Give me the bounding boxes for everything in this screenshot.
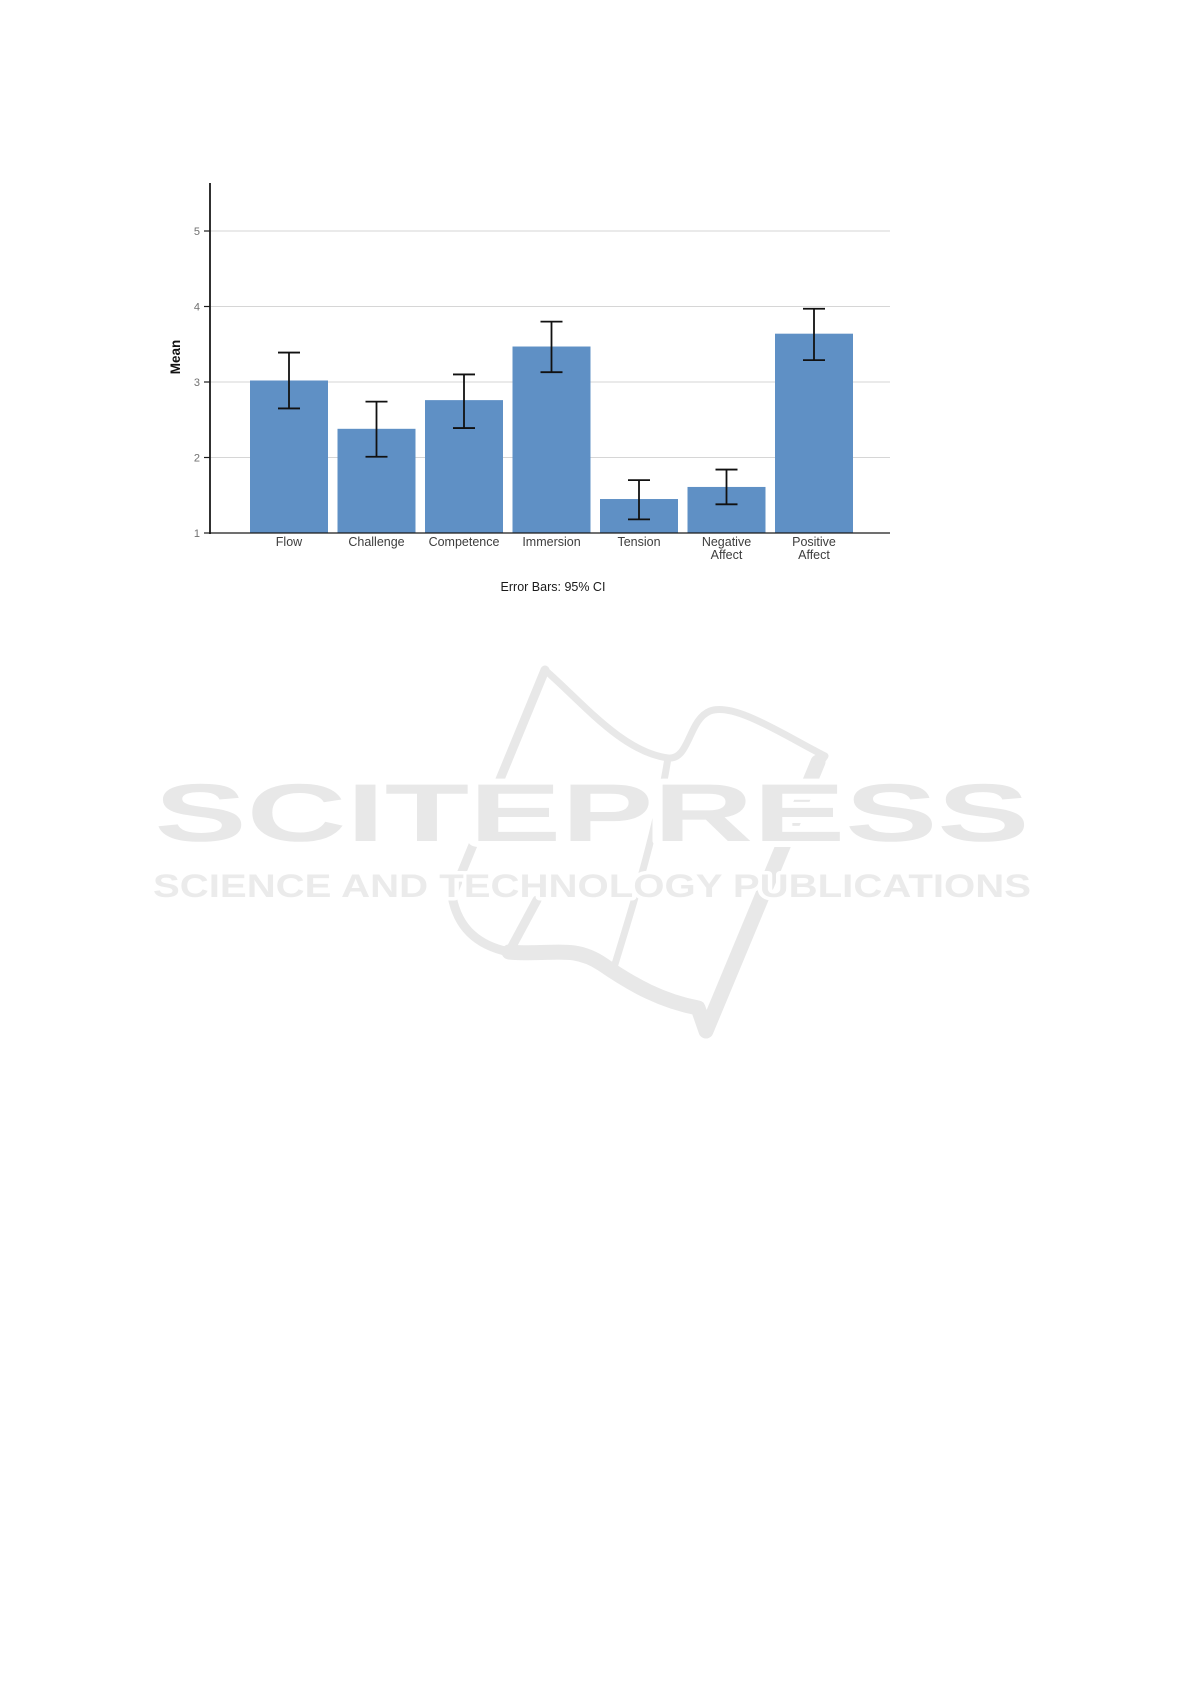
category-label-positive-affect: Positive Affect <box>792 535 836 562</box>
y-tick-label-1: 1 <box>194 528 200 540</box>
bar-chart: 1 2 3 4 5 Flow Challenge Competence Immersion Te… <box>168 183 890 594</box>
y-tick-labels: 1 2 3 4 5 <box>194 226 200 540</box>
y-tick-label-3: 3 <box>194 377 200 389</box>
y-tick-label-5: 5 <box>194 226 200 238</box>
scitepress-book-icon <box>447 665 829 1039</box>
axes <box>204 183 890 534</box>
scitepress-tagline: SCIENCE AND TECHNOLOGY PUBLICATIONS <box>153 868 1031 904</box>
category-label-challenge: Challenge <box>348 535 404 549</box>
category-label-competence: Competence <box>429 535 500 549</box>
bar-positive-affect <box>775 333 853 533</box>
category-label-negative-affect: Negative Affect <box>702 535 751 562</box>
y-axis-title: Mean <box>168 340 183 375</box>
y-tick-label-4: 4 <box>194 302 200 314</box>
category-label-immersion: Immersion <box>522 535 580 549</box>
error-bars <box>278 307 825 521</box>
scitepress-watermark: SCITEPRESS SCIENCE AND TECHNOLOGY PUBLIC… <box>149 665 1036 1039</box>
bar-immersion <box>512 346 591 533</box>
category-label-flow: Flow <box>276 535 303 549</box>
scitepress-wordmark: SCITEPRESS <box>155 768 1030 859</box>
category-label-tension: Tension <box>617 535 660 549</box>
category-labels: Flow Challenge Competence Immersion Tension N… <box>276 535 836 562</box>
y-tick-label-2: 2 <box>194 453 200 465</box>
chart-caption: Error Bars: 95% CI <box>501 580 606 594</box>
